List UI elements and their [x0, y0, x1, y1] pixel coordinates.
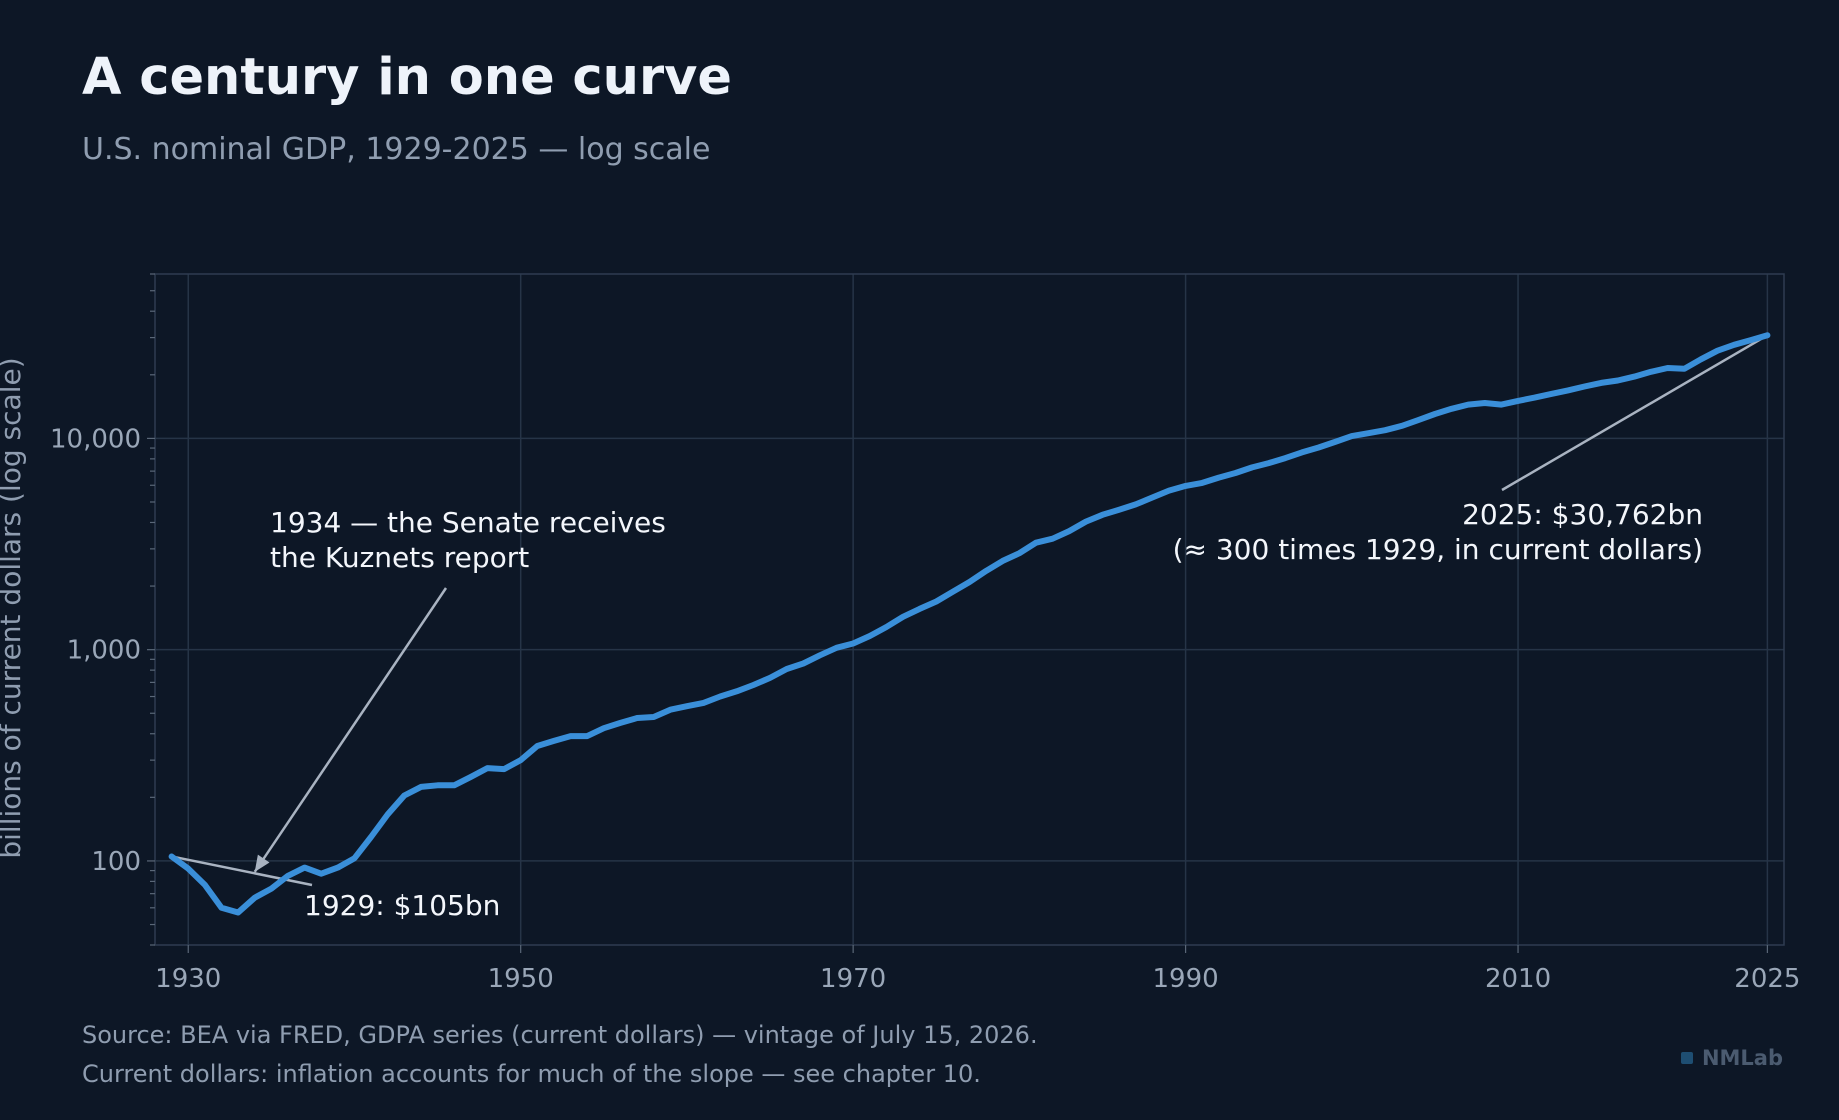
chart-subtitle: U.S. nominal GDP, 1929-2025 — log scale [82, 132, 711, 167]
annotation-1929-leader [171, 855, 313, 887]
annotation-2025-line: (≈ 300 times 1929, in current dollars) [1173, 533, 1703, 566]
plot-border [154, 273, 1785, 946]
annotation-text-layer: 1934 — the Senate receives the Kuznets re… [270, 498, 1703, 922]
annotation-layer [171, 334, 1769, 887]
plot-frame [154, 273, 1785, 946]
annotation-kuznets-arrowhead [254, 854, 270, 872]
annotation-kuznets-line: 1934 — the Senate receives [270, 506, 666, 539]
chart-title: A century in one curve [82, 48, 732, 107]
brand-logo: NMLab [1680, 1046, 1783, 1070]
annotation-2025-line: 2025: $30,762bn [1462, 498, 1703, 531]
annotation-kuznets-arrow [253, 587, 448, 873]
source-note: Source: BEA via FRED, GDPA series (curre… [82, 1021, 1038, 1049]
annotation-1929: 1929: $105bn [304, 889, 500, 922]
grid-layer [155, 274, 1784, 945]
x-tick-label: 2025 [1734, 964, 1800, 994]
annotation-kuznets: 1934 — the Senate receives the Kuznets re… [270, 506, 666, 574]
y-tick-label: 100 [91, 847, 141, 877]
y-tick-label: 1,000 [67, 636, 141, 666]
x-tick-label: 1950 [488, 964, 554, 994]
x-tick-label: 1970 [820, 964, 886, 994]
gdp-series-line [168, 332, 1771, 916]
brand-square-icon [1680, 1052, 1693, 1064]
annotation-kuznets-line: the Kuznets report [270, 541, 529, 574]
caveat-note: Current dollars: inflation accounts for … [82, 1060, 981, 1088]
x-tick-label: 1930 [155, 964, 221, 994]
brand-name: NMLab [1701, 1046, 1783, 1070]
annotation-2025-leader [1501, 334, 1769, 492]
annotation-2025: 2025: $30,762bn (≈ 300 times 1929, in cur… [1173, 498, 1703, 566]
x-tick-label: 2010 [1485, 964, 1551, 994]
y-tick-label: 10,000 [50, 424, 141, 454]
tick-layer [147, 273, 1768, 953]
y-axis-label: billions of current dollars (log scale) [0, 357, 27, 858]
x-tick-label: 1990 [1153, 964, 1219, 994]
tick-label-layer: 1930 1950 1970 1990 2010 2025 100 1,000 10,000 [50, 424, 1800, 994]
